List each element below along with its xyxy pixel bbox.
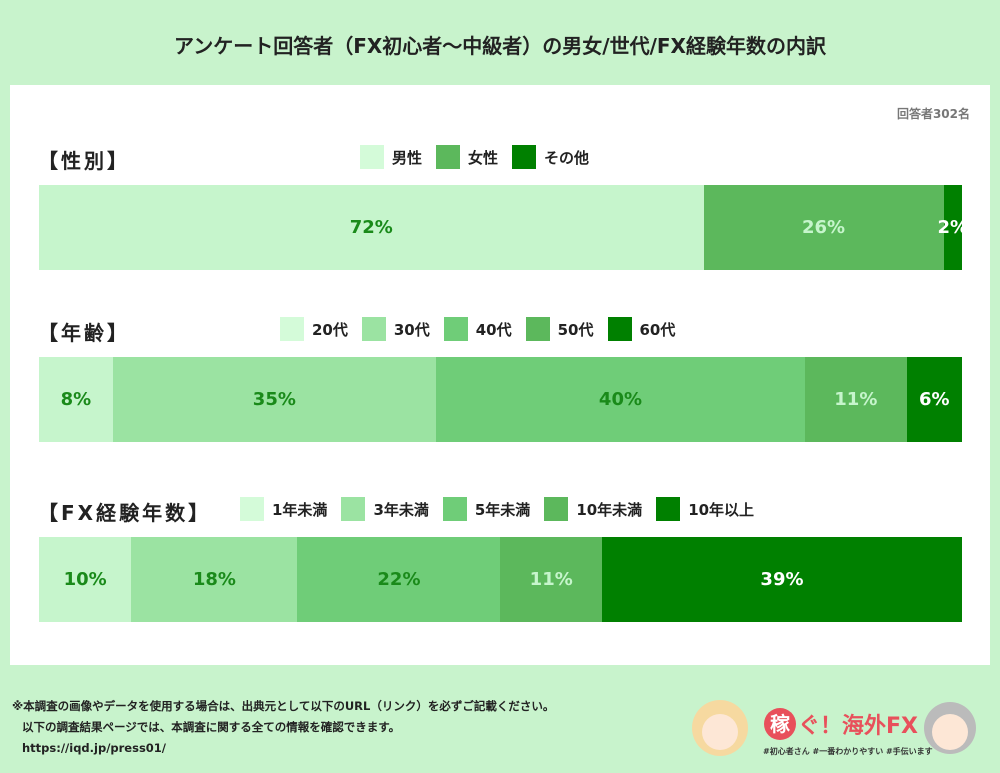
legend-label: 10年未満 <box>576 500 643 519</box>
bar-segment: 8% <box>39 357 113 442</box>
legend: 男性 女性 その他 <box>360 145 595 169</box>
section-title: 【性別】 <box>38 149 130 173</box>
bar-segment: 2% <box>937 185 968 270</box>
data-label: 35% <box>252 389 296 410</box>
legend-item: 50代 <box>525 317 594 341</box>
bar-segment: 39% <box>601 537 962 622</box>
data-label: 18% <box>192 569 236 590</box>
legend: 20代 30代 40代 50代 60代 <box>280 317 681 341</box>
bar-segment: 40% <box>435 357 806 442</box>
stacked-bar: 72% 26% 2% <box>39 185 968 270</box>
legend-item: 30代 <box>361 317 430 341</box>
data-label: 11% <box>834 389 878 410</box>
data-label: 26% <box>801 217 846 238</box>
data-label: 6% <box>918 389 950 410</box>
bar-segment: 22% <box>297 537 501 622</box>
legend-swatch <box>525 317 550 341</box>
legend-swatch <box>341 497 366 521</box>
legend-item: 5年未満 <box>442 497 531 521</box>
legend-item: 10年以上 <box>656 497 754 521</box>
legend-swatch <box>656 497 681 521</box>
legend-label: 1年未満 <box>272 500 328 519</box>
legend-swatch <box>442 497 467 521</box>
legend-item: 60代 <box>607 317 676 341</box>
bar-segment: 11% <box>805 357 907 442</box>
section-title: 【FX経験年数】 <box>38 501 212 525</box>
legend-item: その他 <box>512 145 589 169</box>
legend-item: 10年未満 <box>544 497 642 521</box>
results-note: 以下の調査結果ページでは、本調査に関する全ての情報を確認できます。 <box>22 720 401 734</box>
legend-swatch <box>512 145 537 169</box>
legend-label: 男性 <box>392 148 423 167</box>
data-label: 10% <box>63 569 107 590</box>
legend-swatch <box>607 317 632 341</box>
legend-swatch <box>361 317 386 341</box>
data-label: 72% <box>349 217 393 238</box>
legend-swatch <box>240 497 264 521</box>
data-label: 22% <box>377 569 421 590</box>
footer-note: ※本調査の画像やデータを使用する場合は、出典元として以下のURL（リンク）を必ず… <box>12 696 554 759</box>
legend-label: 女性 <box>468 148 499 167</box>
legend-item: 男性 <box>360 145 422 169</box>
legend-label: 40代 <box>475 320 512 339</box>
data-label: 2% <box>937 217 969 238</box>
bar-segment: 26% <box>703 185 944 270</box>
legend-swatch <box>360 145 384 169</box>
legend: 1年未満 3年未満 5年未満 10年未満 10年以上 <box>240 497 760 521</box>
legend-label: 60代 <box>639 320 676 339</box>
legend-item: 1年未満 <box>240 497 327 521</box>
data-label: 8% <box>60 389 92 410</box>
stacked-bar: 10% 18% 22% 11% 39% <box>39 537 962 622</box>
legend-label: 3年未満 <box>373 500 429 519</box>
legend-label: 50代 <box>557 320 594 339</box>
bar-segment: 10% <box>39 537 132 622</box>
stacked-bar: 8% 35% 40% 11% 6% <box>39 357 962 442</box>
legend-swatch <box>443 317 468 341</box>
usage-note: ※本調査の画像やデータを使用する場合は、出典元として以下のURL（リンク）を必ず… <box>12 699 555 713</box>
bar-segment: 72% <box>39 185 704 270</box>
legend-swatch <box>544 497 569 521</box>
legend-swatch <box>436 145 461 169</box>
data-label: 39% <box>760 569 804 590</box>
section-title: 【年齢】 <box>38 321 130 345</box>
bar-segment: 11% <box>500 537 602 622</box>
source-url[interactable]: https://iqd.jp/press01/ <box>22 741 167 755</box>
legend-item: 20代 <box>280 317 348 341</box>
svg-text:ぐ！海外FX: ぐ！海外FX <box>798 713 918 739</box>
legend-item: 女性 <box>436 145 498 169</box>
data-label: 11% <box>529 569 573 590</box>
svg-text:#初心者さん #一番わかりやすい #手伝います: #初心者さん #一番わかりやすい #手伝います <box>763 746 933 756</box>
legend-label: 10年以上 <box>688 500 755 519</box>
legend-label: その他 <box>544 148 590 167</box>
bar-segment: 18% <box>131 537 298 622</box>
legend-item: 3年未満 <box>341 497 429 521</box>
legend-item: 40代 <box>443 317 512 341</box>
respondent-count: 回答者302名 <box>896 107 970 121</box>
legend-label: 20代 <box>312 320 348 339</box>
chart-panel: 回答者302名 【性別】 男性 女性 その他 72% 26% 2% 【年齢】 20代 30代 40代… <box>10 85 990 665</box>
legend-label: 30代 <box>393 320 430 339</box>
brand-logo: 稼 ぐ！海外FX #初心者さん #一番わかりやすい #手伝います <box>692 700 976 756</box>
chart-title: アンケート回答者（FX初心者〜中級者）の男女/世代/FX経験年数の内訳 <box>174 34 826 58</box>
bar-segment: 35% <box>112 357 436 442</box>
svg-text:稼: 稼 <box>770 712 790 736</box>
legend-swatch <box>280 317 304 341</box>
data-label: 40% <box>598 389 643 410</box>
bar-segment: 6% <box>906 357 962 442</box>
legend-label: 5年未満 <box>474 500 531 519</box>
